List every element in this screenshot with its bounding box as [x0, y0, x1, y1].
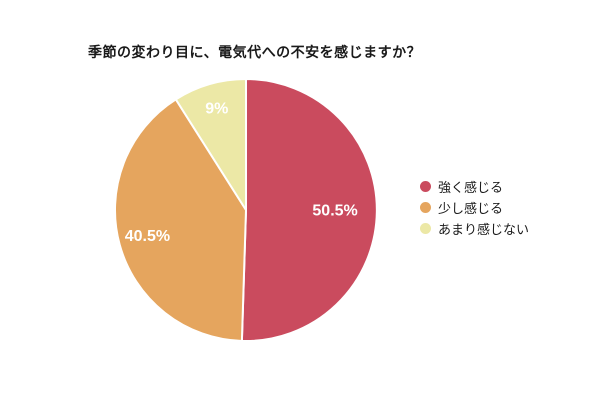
legend-label-strong: 強く感じる — [438, 180, 504, 195]
pie-slice-0 — [240, 78, 378, 342]
legend-item-slight: 少し感じる — [420, 197, 529, 218]
pie-slice-label-1: 40.5% — [125, 228, 170, 245]
legend-swatch-none-icon — [420, 223, 431, 234]
legend-item-strong: 強く感じる — [420, 176, 529, 197]
pie-slice-label-2: 9% — [205, 101, 228, 118]
pie-labels-group: 50.5% 40.5% 9% — [125, 101, 358, 246]
legend-swatch-slight-icon — [420, 202, 431, 213]
pie-slices-group — [114, 78, 378, 342]
pie-slice-2 — [174, 78, 247, 211]
legend-item-none: あまり感じない — [420, 218, 529, 239]
chart-title: 季節の変わり目に、電気代への不安を感じますか？ — [88, 44, 422, 60]
legend-swatch-strong-icon — [420, 181, 431, 192]
legend-label-slight: 少し感じる — [438, 201, 504, 216]
legend-label-none: あまり感じない — [438, 222, 530, 237]
legend: 強く感じる 少し感じる あまり感じない — [420, 176, 529, 239]
pie-slice-label-0: 50.5% — [312, 203, 357, 220]
